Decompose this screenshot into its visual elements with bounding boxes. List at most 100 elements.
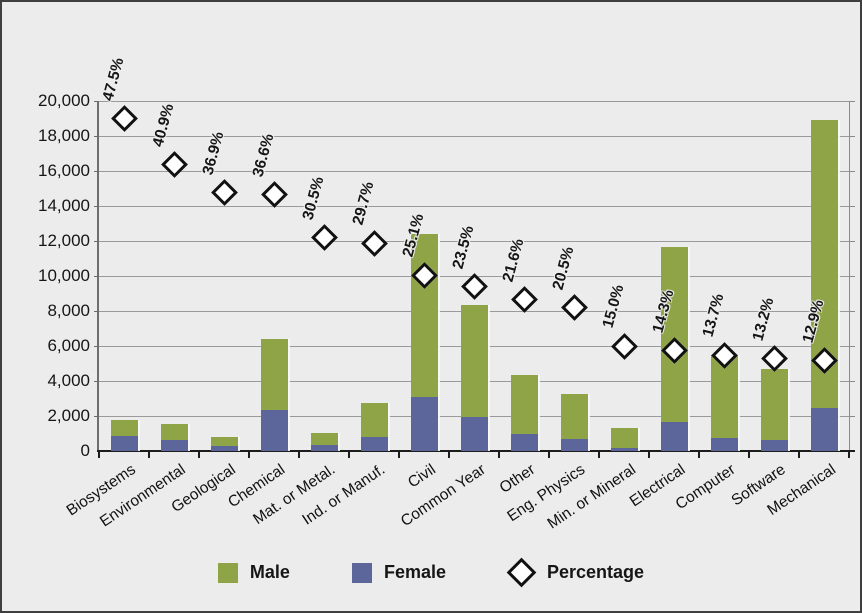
bar-civil [410,234,438,451]
x-axis-tick [98,452,100,458]
y-axis-tick [94,380,99,382]
category-label: Civil [404,461,439,492]
percentage-label: 23.5% [449,223,478,271]
percentage-label: 29.7% [349,179,378,227]
x-axis-line [97,450,855,452]
gridline [99,205,849,207]
percentage-label: 40.9% [149,101,178,149]
bar-mat-or-metal- [310,432,338,451]
male-segment [660,247,688,422]
bar-mechanical [810,120,838,451]
gridline [99,100,849,102]
y-axis-right-tick [849,345,855,347]
y-axis-tick [94,275,99,277]
percentage-label: 36.6% [249,131,278,179]
y-axis-tick-label: 10,000 [38,266,90,285]
y-axis-right-tick [849,275,855,277]
legend-label-male: Male [249,562,290,582]
male-segment [760,368,788,441]
percentage-label: 15.0% [599,282,628,330]
x-axis-tick [248,452,250,458]
percentage-marker [560,294,588,321]
male-segment [560,393,588,440]
x-axis-tick [698,452,700,458]
y-axis-tick [94,135,99,137]
x-axis-tick [598,452,600,458]
percentage-marker [610,332,638,360]
y-axis-right-tick [849,100,855,102]
female-segment [310,445,338,451]
y-axis-tick-label: 6,000 [47,336,90,355]
x-axis-tick [298,452,300,458]
category-label: Min. or Mineral [544,461,639,533]
male-segment [110,420,138,437]
percentage-label: 47.5% [99,55,128,103]
y-axis-right-tick [849,310,855,312]
y-axis-right-tick [849,135,855,137]
bar-chemical [260,339,288,451]
bar-min-or-mineral [610,428,638,451]
female-segment [460,416,488,451]
percentage-label: 30.5% [299,174,328,222]
male-segment [460,304,488,417]
female-color-swatch [351,562,372,583]
female-segment [660,421,688,451]
female-segment [410,396,438,451]
male-segment [160,423,188,440]
y-axis-tick-label: 20,000 [38,91,90,110]
y-axis-tick-label: 0 [80,441,90,460]
percentage-diamond-icon [506,557,537,588]
percentage-label: 21.6% [499,236,528,284]
y-axis-tick-label: 16,000 [38,161,90,180]
y-axis-tick-label: 4,000 [47,371,90,390]
female-segment [760,440,788,451]
percentage-label: 13.2% [749,295,778,343]
female-segment [560,439,588,451]
percentage-marker [460,273,488,300]
bar-environmental [160,423,188,451]
female-segment [710,437,738,451]
female-segment [360,436,388,451]
y-axis-right-tick [849,240,855,242]
percentage-marker [160,151,188,179]
female-segment [160,439,188,451]
percentage-marker [510,286,538,314]
y-axis-tick [94,240,99,242]
percentage-marker [360,229,388,257]
male-segment [210,436,238,446]
percentage-marker [110,105,138,132]
bar-electrical [660,247,688,451]
legend-label-female: Female [383,562,446,582]
gridline [99,170,849,172]
x-axis-tick [848,452,850,458]
x-axis-tick [498,452,500,458]
bar-computer [710,354,738,451]
x-axis-tick [548,452,550,458]
bar-geological [210,436,238,451]
male-segment [310,432,338,446]
y-axis-tick [94,345,99,347]
bar-common-year [460,304,488,451]
x-axis-tick [798,452,800,458]
y-axis-right-tick [849,380,855,382]
y-axis-tick-label: 18,000 [38,126,90,145]
female-segment [610,447,638,451]
y-axis-tick-label: 2,000 [47,406,90,425]
y-axis-tick-label: 12,000 [38,231,90,250]
y-axis-tick [94,100,99,102]
y-axis-right-tick [849,205,855,207]
bar-other [510,374,538,451]
female-segment [510,434,538,451]
y-axis-tick [94,205,99,207]
x-axis-tick [348,452,350,458]
y-axis-tick-label: 8,000 [47,301,90,320]
percentage-marker [210,179,238,207]
male-segment [260,339,288,411]
bar-software [760,368,788,451]
y-axis-tick-label: 14,000 [38,196,90,215]
male-segment [610,428,638,448]
y-axis-line [97,101,99,452]
y-axis-tick [94,310,99,312]
y-axis-right-tick [849,415,855,417]
